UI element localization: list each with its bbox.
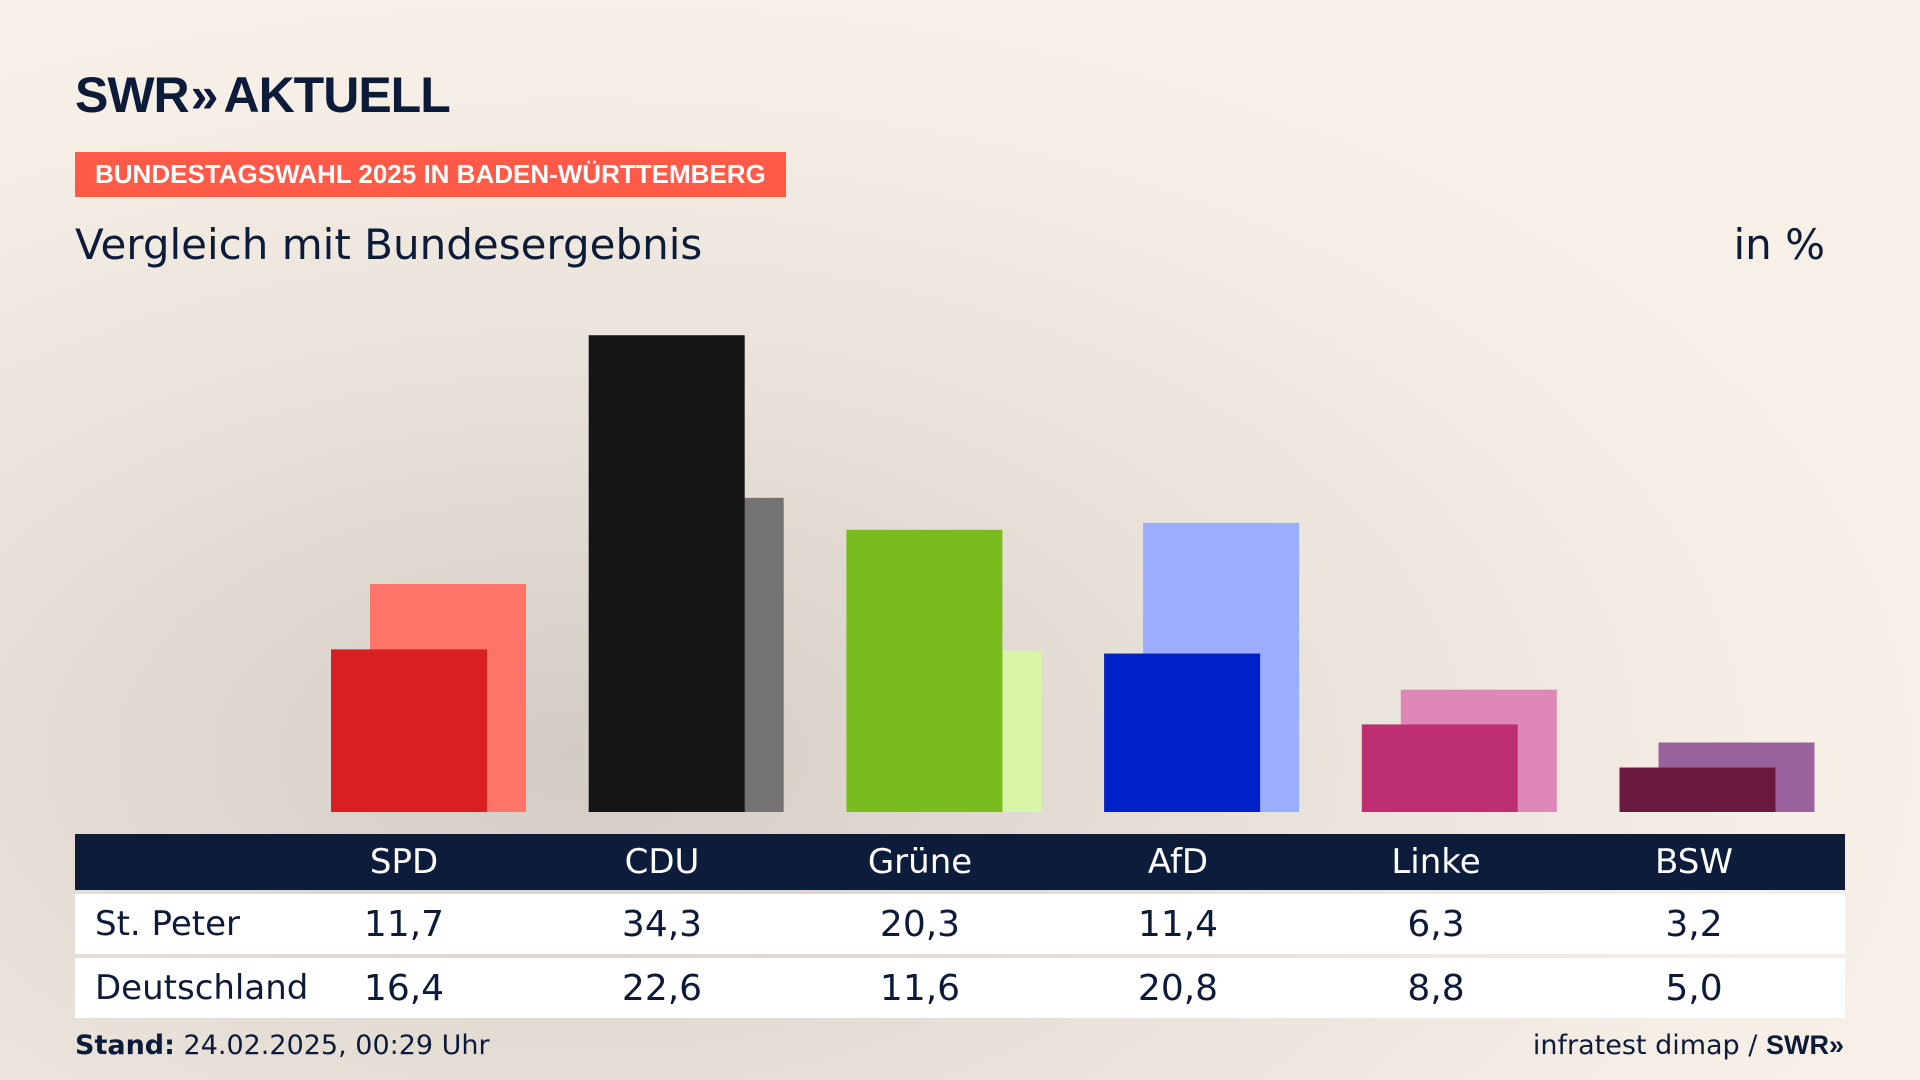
results-table: SPD CDU Grüne AfD Linke BSW St. Peter 11… — [75, 834, 1845, 1018]
source-text: infratest dimap / — [1532, 1030, 1758, 1061]
value-deutschland-bsw: 5,0 — [1665, 967, 1723, 1009]
header-party-spd: SPD — [369, 842, 439, 882]
value-st-peter-gruene: 20,3 — [879, 903, 961, 945]
timestamp: Stand: 24.02.2025, 00:29 Uhr — [75, 1030, 490, 1061]
bar-chart — [331, 335, 1815, 812]
value-st-peter-cdu: 34,3 — [621, 903, 703, 945]
bar-st-peter-linke — [1361, 724, 1518, 812]
value-st-peter-linke: 6,3 — [1407, 903, 1465, 945]
unit-label: in % — [1733, 220, 1825, 269]
value-deutschland-gruene: 11,6 — [879, 967, 961, 1009]
election-banner: BUNDESTAGSWAHL 2025 IN BADEN-WÜRTTEMBERG — [75, 152, 786, 197]
logo-text: SWR — [75, 67, 190, 123]
value-st-peter-bsw: 3,2 — [1665, 903, 1723, 945]
bar-st-peter-cdu — [588, 335, 745, 812]
value-deutschland-spd: 16,4 — [363, 967, 445, 1009]
swr-aktuell-logo: SWR» AKTUELL — [75, 66, 451, 124]
value-st-peter-spd: 11,7 — [363, 903, 445, 945]
table-header-row: SPD CDU Grüne AfD Linke BSW — [75, 834, 1845, 890]
bar-st-peter-gruene — [846, 529, 1003, 812]
logo-suffix: AKTUELL — [223, 67, 450, 123]
bar-st-peter-afd — [1104, 653, 1261, 812]
chart-subtitle: Vergleich mit Bundesergebnis — [75, 220, 703, 269]
source-credit: infratest dimap / SWR» — [1533, 1030, 1844, 1061]
bar-st-peter-spd — [331, 649, 487, 812]
swr-brand-mark: SWR» — [1765, 1030, 1844, 1060]
table-row-st-peter: St. Peter 11,7 34,3 20,3 11,4 6,3 3,2 — [75, 894, 1845, 954]
row-label-st-peter: St. Peter — [95, 904, 240, 944]
header-party-bsw: BSW — [1655, 842, 1733, 882]
header-party-cdu: CDU — [624, 842, 700, 882]
logo-chevron: » — [190, 67, 219, 123]
value-deutschland-cdu: 22,6 — [621, 967, 703, 1009]
stand-label: Stand: — [75, 1030, 175, 1061]
header-party-gruene: Grüne — [867, 842, 973, 882]
value-st-peter-afd: 11,4 — [1137, 903, 1219, 945]
header-party-linke: Linke — [1391, 842, 1481, 882]
value-deutschland-linke: 8,8 — [1407, 967, 1465, 1009]
table-row-deutschland: Deutschland 16,4 22,6 11,6 20,8 8,8 5,0 — [75, 958, 1845, 1018]
value-deutschland-afd: 20,8 — [1137, 967, 1219, 1009]
header-party-afd: AfD — [1147, 842, 1209, 882]
row-label-deutschland: Deutschland — [95, 968, 309, 1008]
stand-value: 24.02.2025, 00:29 Uhr — [183, 1030, 490, 1061]
bar-st-peter-bsw — [1619, 767, 1776, 812]
